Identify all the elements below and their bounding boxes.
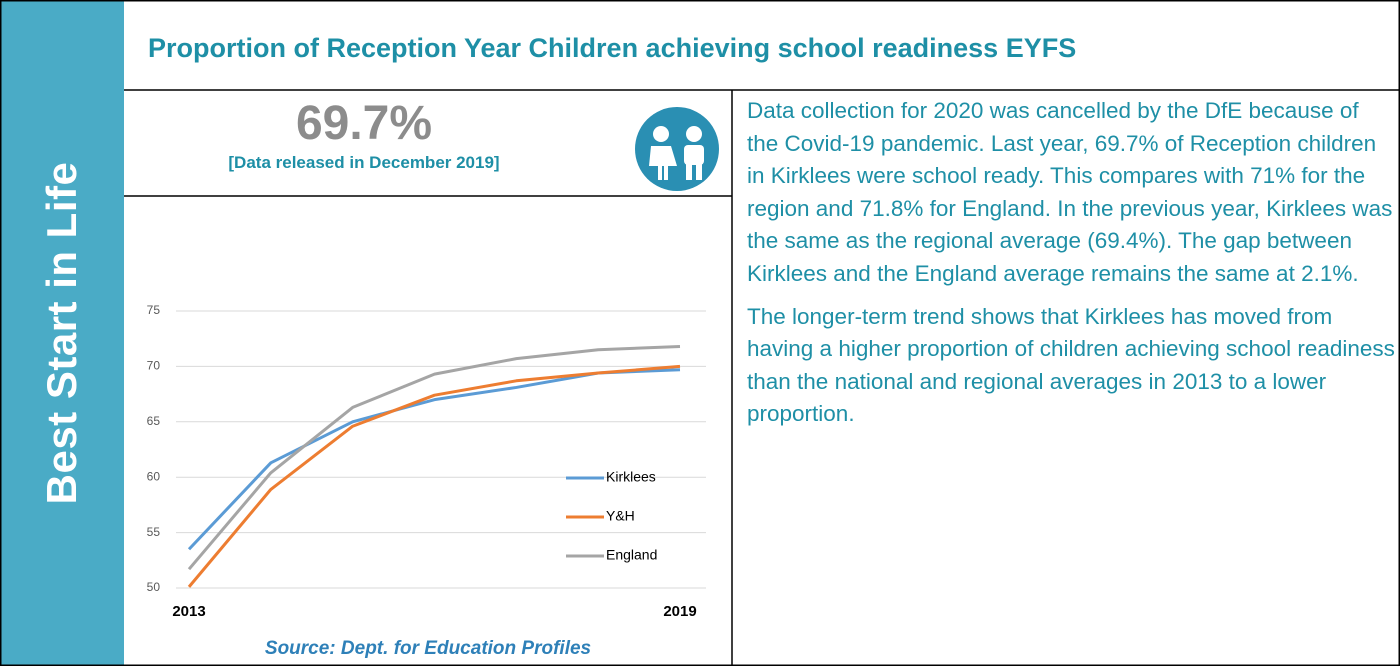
stat: 69.7% [Data released in December 2019] [124, 92, 604, 173]
legend-label: Y&H [606, 508, 635, 524]
paragraph: Data collection for 2020 was cancelled b… [747, 98, 1393, 286]
body-text: Data collection for 2020 was cancelled b… [747, 95, 1395, 441]
x-tick-label: 2019 [663, 603, 696, 620]
y-tick-label: 70 [147, 359, 161, 373]
y-tick-label: 55 [147, 525, 161, 539]
title: Proportion of Reception Year Children ac… [148, 33, 1077, 63]
legend-label: England [606, 547, 657, 563]
y-tick-label: 75 [147, 303, 161, 317]
source: Source: Dept. for Education Profiles [264, 638, 592, 659]
y-tick-label: 65 [147, 414, 161, 428]
children-icon [635, 107, 719, 191]
y-tick-label: 50 [147, 580, 161, 594]
stat-value: 69.7% [295, 97, 433, 150]
x-tick-label: 2013 [172, 603, 205, 620]
stat-note: [Data released in December 2019] [228, 153, 500, 172]
legend-label: Kirklees [606, 469, 656, 485]
series-line [187, 364, 681, 588]
sidebar: Best Start in Life [0, 0, 124, 666]
series-line [187, 344, 681, 571]
y-tick-label: 60 [147, 469, 161, 483]
paragraph: The longer-term trend shows that Kirklee… [747, 303, 1395, 427]
